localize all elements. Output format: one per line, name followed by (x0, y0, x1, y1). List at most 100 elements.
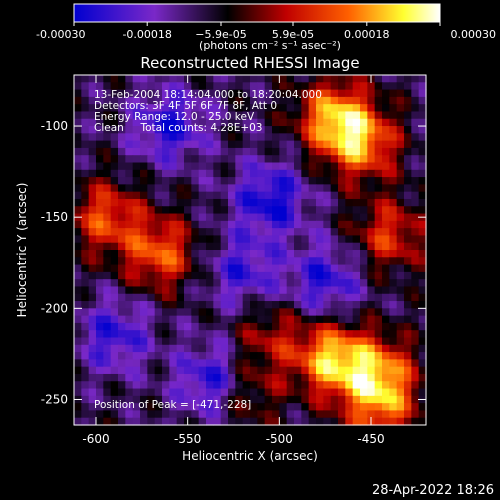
heatmap-cell (198, 147, 207, 156)
heatmap-cell (323, 140, 332, 149)
heatmap-cell (206, 322, 214, 331)
heatmap-cell (206, 206, 214, 215)
heatmap-cell (242, 315, 251, 324)
heatmap-cell (367, 359, 376, 368)
footer-date: 28-Apr-2022 18:26 (372, 483, 494, 498)
heatmap-cell (184, 315, 192, 324)
heatmap-cell (272, 228, 280, 237)
heatmap-cell (162, 75, 170, 83)
heatmap-cell (286, 147, 295, 156)
heatmap-cell (206, 308, 214, 317)
heatmap-cell (374, 162, 383, 171)
heatmap-cell (132, 242, 141, 251)
heatmap-cell (272, 111, 280, 120)
heatmap-cell (125, 140, 134, 149)
heatmap-cell (74, 242, 82, 251)
heatmap-cell (352, 162, 361, 171)
heatmap-cell (184, 293, 192, 302)
heatmap-cell (81, 242, 90, 251)
heatmap-cell (198, 133, 207, 142)
heatmap-cell (162, 169, 170, 178)
heatmap-cell (154, 381, 163, 390)
heatmap-cell (81, 169, 90, 178)
heatmap-cell (220, 410, 229, 419)
heatmap-cell (74, 381, 82, 390)
heatmap-cell (308, 308, 317, 317)
heatmap-cell (176, 235, 185, 244)
heatmap-cell (228, 250, 236, 258)
heatmap-cell (367, 271, 376, 280)
heatmap-cell (264, 301, 273, 309)
heatmap-cell (184, 126, 192, 134)
heatmap-cell (264, 257, 273, 266)
heatmap-cell (301, 104, 310, 113)
heatmap-cell (308, 264, 317, 273)
heatmap-cell (162, 220, 170, 229)
heatmap-cell (316, 344, 324, 353)
heatmap-cell (154, 395, 163, 404)
heatmap-cell (382, 250, 390, 258)
heatmap-cell (220, 213, 229, 222)
heatmap-cell (418, 118, 427, 127)
heatmap-cell (206, 373, 214, 382)
x-axis-label: Heliocentric X (arcsec) (182, 449, 318, 463)
heatmap-cell (360, 279, 368, 288)
heatmap-cell (228, 373, 236, 382)
heatmap-cell (118, 111, 126, 120)
heatmap-cell (191, 293, 200, 302)
heatmap-cell (360, 89, 368, 98)
heatmap-cell (198, 366, 207, 375)
heatmap-cell (242, 169, 251, 178)
heatmap-cell (286, 264, 295, 273)
heatmap-cell (74, 104, 82, 113)
heatmap-cell (404, 104, 412, 113)
heatmap-cell (360, 330, 368, 339)
heatmap-cell (125, 301, 134, 309)
heatmap-cell (198, 308, 207, 317)
heatmap-cell (184, 330, 192, 339)
heatmap-cell (374, 104, 383, 113)
heatmap-cell (279, 104, 288, 113)
heatmap-cell (169, 111, 178, 120)
heatmap-cell (411, 322, 420, 331)
heatmap-cell (220, 169, 229, 178)
heatmap-cell (301, 417, 310, 426)
heatmap-cell (389, 293, 398, 302)
heatmap-cell (228, 169, 236, 178)
heatmap-cell (411, 293, 420, 302)
heatmap-cell (308, 366, 317, 375)
heatmap-cell (294, 133, 302, 142)
heatmap-cell (301, 322, 310, 331)
heatmap-cell (374, 388, 383, 397)
heatmap-cell (228, 191, 236, 200)
heatmap-cell (404, 250, 412, 258)
heatmap-cell (213, 89, 222, 98)
heatmap-cell (272, 206, 280, 215)
heatmap-cell (272, 213, 280, 222)
heatmap-cell (147, 417, 156, 426)
heatmap-cell (206, 381, 214, 390)
heatmap-cell (316, 111, 324, 120)
heatmap-cell (206, 198, 214, 207)
heatmap-cell (389, 286, 398, 295)
heatmap-cell (404, 301, 412, 309)
heatmap-cell (396, 373, 405, 382)
heatmap-cell (140, 250, 148, 258)
heatmap-cell (323, 162, 332, 171)
heatmap-cell (118, 264, 126, 273)
heatmap-cell (154, 410, 163, 419)
heatmap-cell (382, 410, 390, 419)
heatmap-cell (301, 126, 310, 134)
heatmap-cell (162, 228, 170, 237)
heatmap-cell (184, 198, 192, 207)
heatmap-cell (250, 118, 258, 127)
heatmap-cell (162, 322, 170, 331)
heatmap-cell (264, 177, 273, 185)
heatmap-cell (345, 330, 354, 339)
heatmap-cell (213, 337, 222, 346)
heatmap-cell (338, 271, 346, 280)
heatmap-cell (242, 220, 251, 229)
heatmap-cell (323, 213, 332, 222)
heatmap-cell (308, 352, 317, 360)
heatmap-cell (184, 271, 192, 280)
